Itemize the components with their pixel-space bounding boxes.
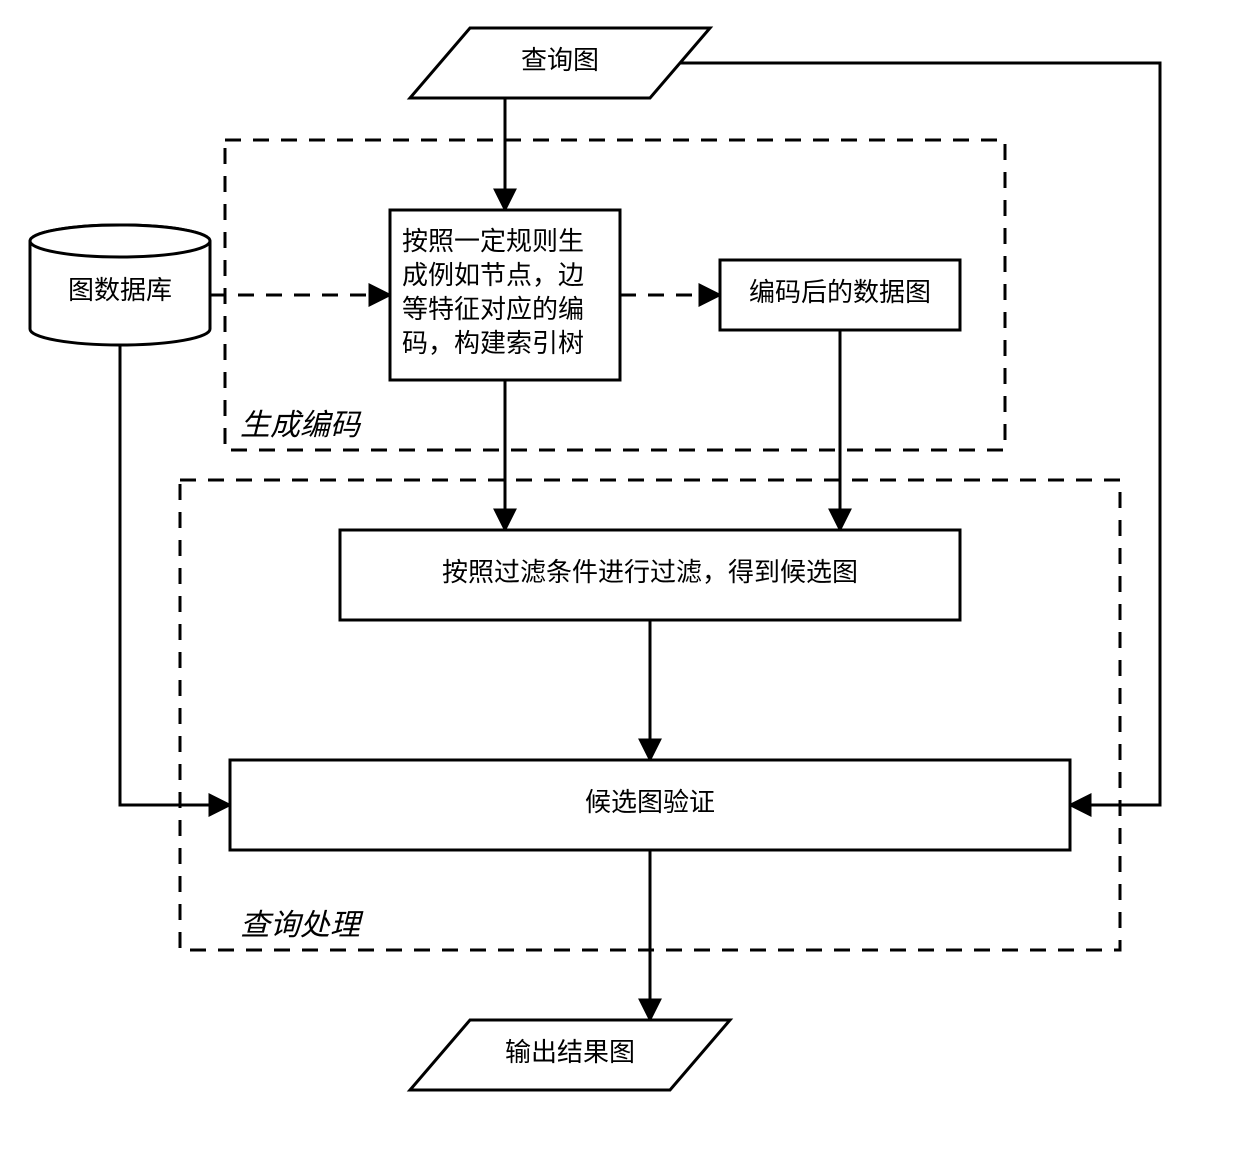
group-label-encoding_box: 生成编码 bbox=[240, 409, 362, 442]
node-encode: 按照一定规则生成例如节点，边等特征对应的编码，构建索引树 bbox=[390, 210, 620, 380]
node-encode-line0: 按照一定规则生 bbox=[402, 227, 584, 256]
edge-db-to-verify bbox=[120, 345, 230, 805]
node-db-label: 图数据库 bbox=[68, 276, 172, 305]
node-encode-line1: 成例如节点，边 bbox=[402, 261, 584, 290]
flowchart-diagram: 生成编码查询处理 查询图图数据库 按照一定规则生成例如节点，边等特征对应的编码，构… bbox=[0, 0, 1240, 1149]
node-encoded_data-label: 编码后的数据图 bbox=[749, 278, 931, 307]
node-verify-label: 候选图验证 bbox=[585, 788, 715, 817]
node-encode-line2: 等特征对应的编 bbox=[402, 295, 584, 324]
node-query-label: 查询图 bbox=[521, 46, 599, 75]
node-output: 输出结果图 bbox=[410, 1020, 730, 1090]
edge-query-to-verify bbox=[680, 63, 1160, 805]
node-query: 查询图 bbox=[410, 28, 710, 98]
group-label-query_box: 查询处理 bbox=[240, 909, 364, 942]
node-encoded_data: 编码后的数据图 bbox=[720, 260, 960, 330]
node-encode-line3: 码，构建索引树 bbox=[402, 329, 584, 358]
node-output-label: 输出结果图 bbox=[505, 1038, 635, 1067]
node-filter-label: 按照过滤条件进行过滤，得到候选图 bbox=[442, 558, 858, 587]
node-db: 图数据库 bbox=[30, 225, 210, 345]
node-verify: 候选图验证 bbox=[230, 760, 1070, 850]
node-filter: 按照过滤条件进行过滤，得到候选图 bbox=[340, 530, 960, 620]
